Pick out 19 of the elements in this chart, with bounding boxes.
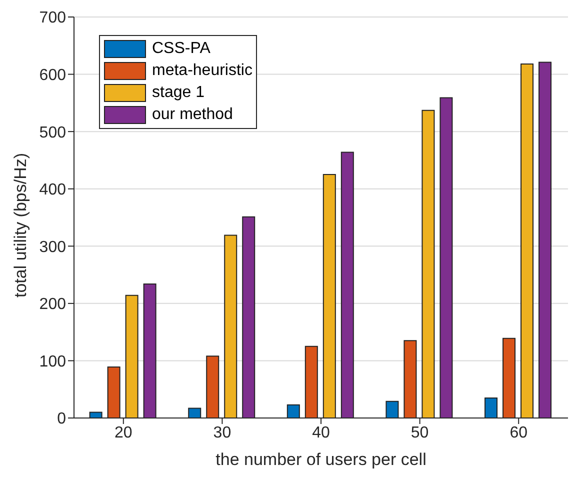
x-tick-label: 50 <box>410 424 429 442</box>
legend-label: CSS-PA <box>152 40 210 58</box>
y-tick-label: 700 <box>39 10 66 27</box>
x-axis-title: the number of users per cell <box>216 450 426 469</box>
y-tick-label: 400 <box>39 182 66 199</box>
legend-label: meta-heuristic <box>152 62 252 80</box>
x-tick-label: 20 <box>114 424 132 442</box>
y-tick-label: 500 <box>39 124 66 142</box>
legend-label: our method <box>152 106 233 124</box>
legend-label: stage 1 <box>152 84 204 102</box>
y-axis-title: total utility (bps/Hz) <box>11 152 30 298</box>
y-tick-label: 600 <box>39 66 66 84</box>
x-tick-label: 60 <box>510 424 528 442</box>
y-tick-label: 200 <box>39 296 66 314</box>
y-tick-label: 0 <box>57 410 66 428</box>
x-tick-label: 40 <box>312 424 330 442</box>
y-tick-label: 300 <box>39 238 66 256</box>
x-tick-label: 30 <box>213 424 232 442</box>
y-tick-label: 100 <box>39 353 66 370</box>
